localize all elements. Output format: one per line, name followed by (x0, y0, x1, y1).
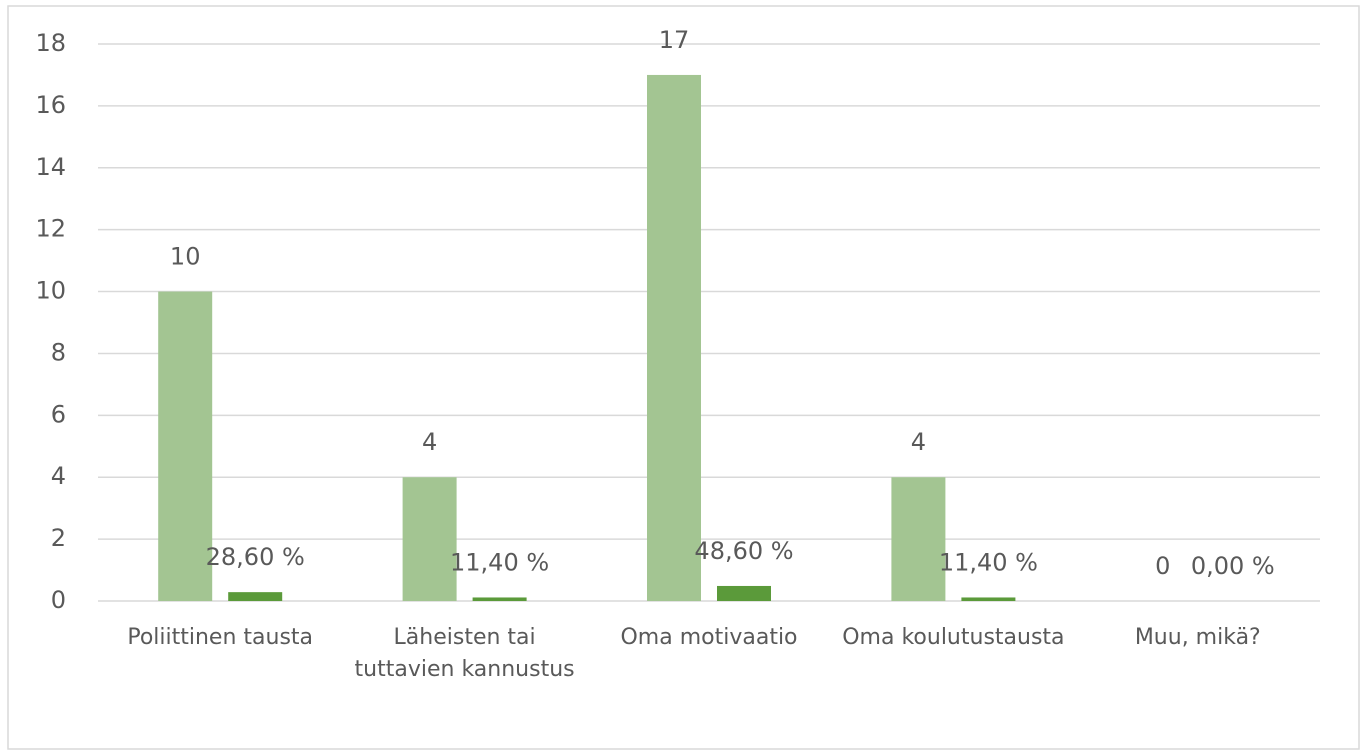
x-tick-label: Oma motivaatio (620, 625, 798, 650)
y-tick-label: 8 (51, 338, 66, 366)
y-tick-label: 6 (51, 400, 66, 428)
chart-border (7, 5, 1360, 750)
y-tick-label: 12 (35, 215, 66, 243)
data-label: 4 (911, 428, 926, 456)
data-label: 48,60 % (694, 537, 793, 565)
y-tick-label: 18 (35, 29, 66, 57)
data-label: 11,40 % (939, 548, 1038, 576)
bar (158, 291, 213, 601)
bar (961, 597, 1016, 601)
data-label: 0 (1155, 552, 1170, 580)
data-label: 0,00 % (1191, 552, 1275, 580)
y-tick-label: 4 (51, 462, 66, 490)
data-label: 28,60 % (206, 543, 305, 571)
y-tick-label: 14 (35, 153, 66, 181)
data-label: 11,40 % (450, 548, 549, 576)
x-tick-label: Oma koulutustausta (842, 625, 1065, 650)
data-label: 4 (422, 428, 437, 456)
bar (717, 585, 771, 601)
x-tick-label: Muu, mikä? (1134, 625, 1261, 650)
bar (647, 74, 701, 601)
x-tick-label: Läheisten tai tuttavien kannustus (354, 625, 575, 682)
y-tick-label: 2 (51, 524, 66, 552)
y-tick-label: 16 (35, 91, 66, 119)
data-label: 10 (170, 243, 201, 271)
x-tick-label: Poliittinen tausta (127, 625, 314, 650)
bar (891, 477, 946, 601)
bar (228, 592, 283, 601)
y-tick-label: 10 (35, 277, 66, 305)
bar (402, 477, 457, 601)
y-tick-label: 0 (51, 586, 66, 614)
data-label: 17 (659, 26, 690, 54)
bar (472, 597, 527, 601)
